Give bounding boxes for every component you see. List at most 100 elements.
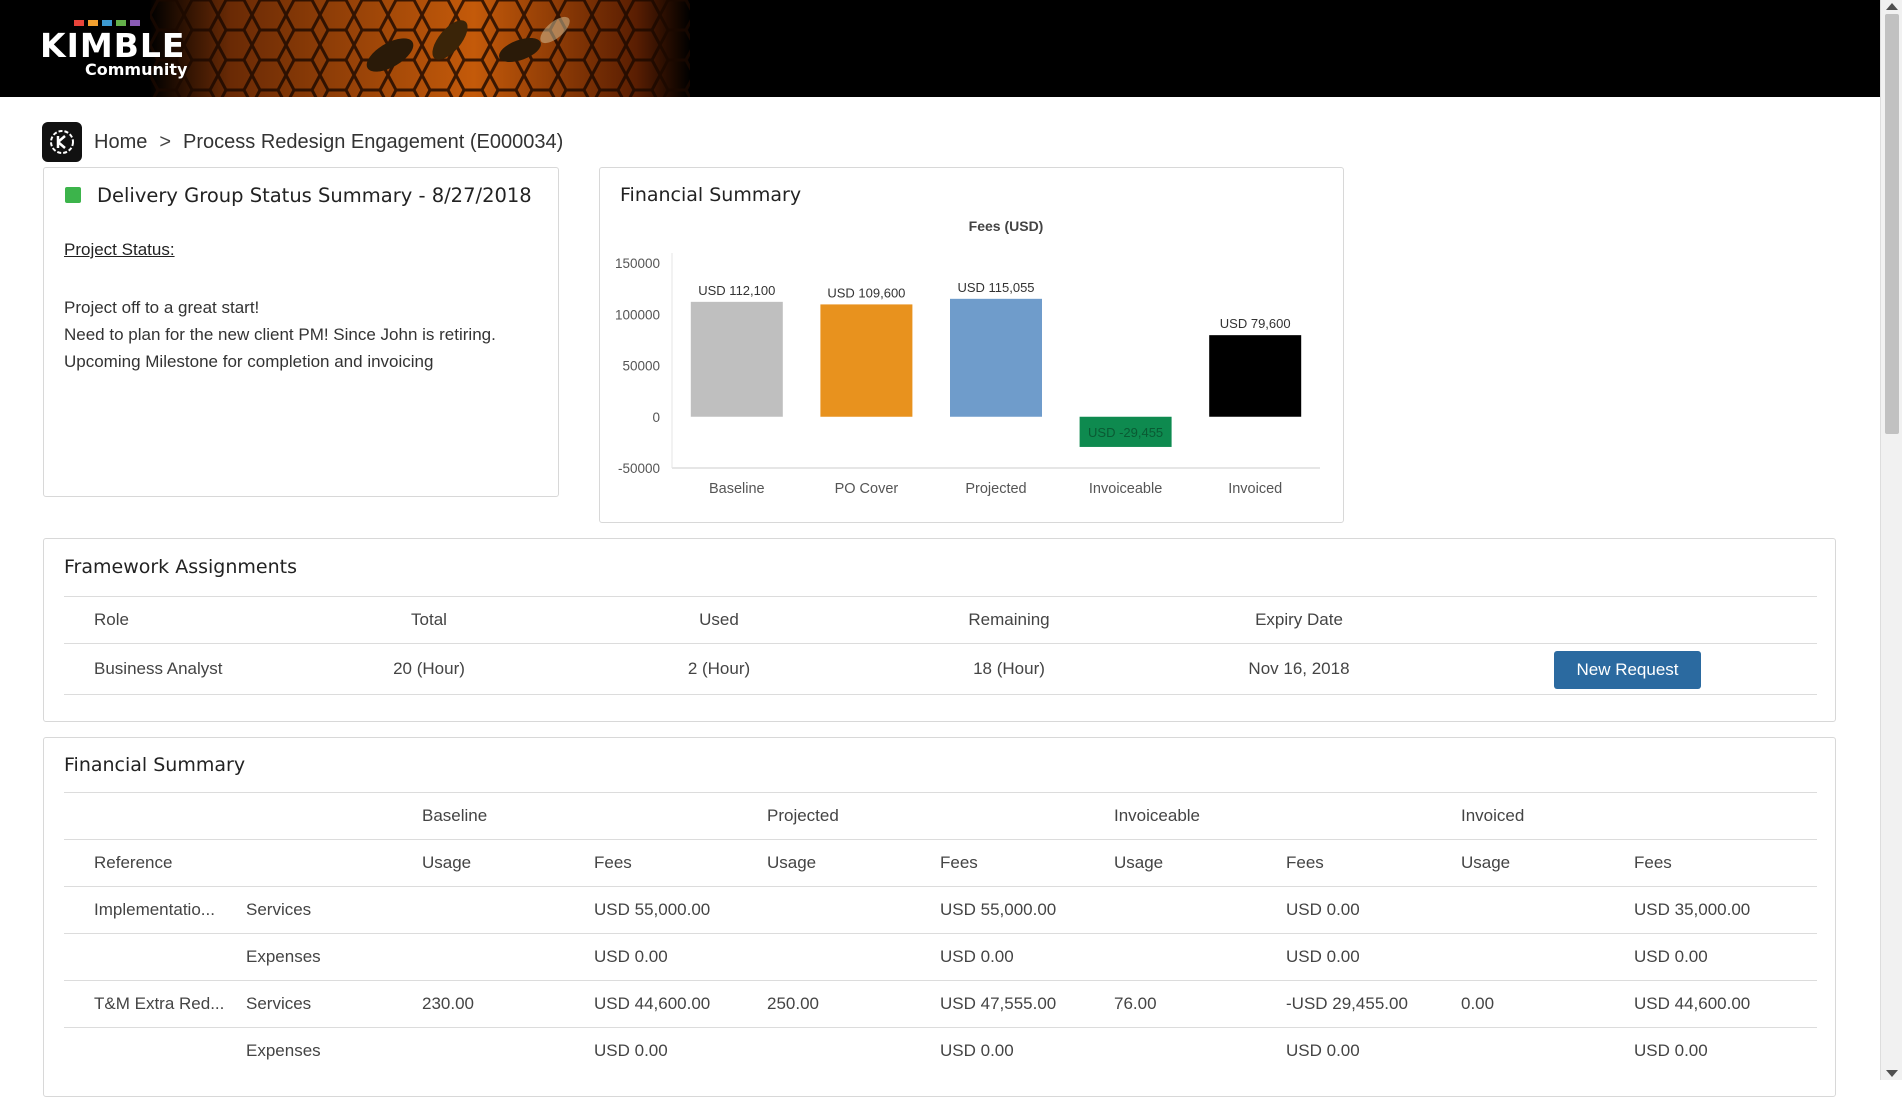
breadcrumb-home-link[interactable]: Home (94, 130, 148, 153)
y-tick-label: -50000 (618, 461, 660, 476)
table-cell: Implementatio... (94, 900, 215, 919)
table-cell: -USD 29,455.00 (1286, 994, 1408, 1013)
logo-dot (116, 20, 126, 26)
column-group-header: Projected (767, 806, 839, 825)
table-cell: Expenses (246, 947, 321, 966)
bar-data-label: USD 79,600 (1220, 316, 1291, 331)
new-request-button[interactable]: New Request (1554, 651, 1701, 689)
bar-data-label: USD -29,455 (1088, 425, 1163, 440)
kimble-community-icon[interactable] (42, 122, 82, 162)
table-cell: USD 0.00 (594, 947, 668, 966)
table-cell: 76.00 (1114, 994, 1157, 1013)
column-header: Fees (594, 853, 632, 872)
expiry-cell: Nov 16, 2018 (1248, 659, 1350, 678)
bar-data-label: USD 112,100 (698, 283, 775, 298)
table-cell: USD 0.00 (1634, 1041, 1708, 1060)
framework-title: Framework Assignments (64, 556, 297, 578)
scrollbar-thumb[interactable] (1885, 14, 1899, 434)
logo-dot (88, 20, 98, 26)
table-cell: Expenses (246, 1041, 321, 1060)
chart-bar (1079, 416, 1172, 447)
table-cell: USD 44,600.00 (1634, 994, 1751, 1013)
table-cell: USD 0.00 (940, 947, 1014, 966)
column-group-header: Invoiceable (1114, 806, 1201, 825)
logo-subtitle: Community (85, 60, 188, 79)
x-tick-label: PO Cover (835, 481, 899, 497)
column-group-header: Invoiced (1461, 806, 1525, 825)
used-cell: 2 (Hour) (687, 659, 751, 678)
column-header-role: Role (94, 610, 129, 629)
table-row: Expenses USD 0.00 USD 0.00 USD 0.00 USD 0.00 (64, 933, 1817, 980)
chart-title: Fees (USD) (969, 218, 1044, 234)
y-tick-label: 150000 (615, 256, 660, 271)
status-notes: Project off to a great start! Need to pl… (64, 294, 496, 375)
financial-summary-table-card: Financial Summary Baseline Projected Invoi… (43, 737, 1836, 1097)
table-cell: Services (246, 900, 312, 919)
logo-dot (102, 20, 112, 26)
logo-color-dots (40, 20, 140, 26)
chart-bar (820, 304, 913, 417)
column-header: Usage (422, 853, 472, 872)
financial-table-title: Financial Summary (64, 754, 246, 776)
y-tick-label: 50000 (622, 359, 660, 374)
logo-dot (130, 20, 140, 26)
column-header-remaining: Remaining (968, 610, 1050, 629)
column-header-total: Total (411, 610, 447, 629)
status-note: Project off to a great start! (64, 298, 260, 317)
column-header-expiry: Expiry Date (1255, 610, 1343, 629)
remaining-cell: 18 (Hour) (973, 659, 1045, 678)
column-header: Fees (940, 853, 978, 872)
table-cell: USD 44,600.00 (594, 994, 711, 1013)
bar-data-label: USD 109,600 (827, 285, 905, 300)
table-cell: USD 55,000.00 (940, 900, 1057, 919)
column-header: Usage (767, 853, 817, 872)
status-note: Upcoming Milestone for completion and in… (64, 352, 434, 371)
table-cell: USD 0.00 (1286, 947, 1360, 966)
x-tick-label: Invoiceable (1089, 481, 1162, 497)
column-header: Usage (1114, 853, 1164, 872)
financial-summary-chart-card: Fees (USD) 150000 100000 50000 0 -50000 USD 11… (599, 167, 1344, 523)
project-status-label: Project Status: (64, 240, 175, 259)
framework-table: Role Total Used Remaining Expiry Date Bu… (64, 596, 1817, 695)
status-card-title: Delivery Group Status Summary - 8/27/201… (97, 184, 532, 207)
status-indicator (65, 187, 81, 203)
table-cell: USD 47,555.00 (940, 994, 1057, 1013)
chart-bar (1209, 335, 1302, 417)
table-cell: USD 0.00 (940, 1041, 1014, 1060)
kimble-logo[interactable]: KIMBLE Community (40, 20, 240, 80)
column-group-header: Baseline (422, 806, 488, 825)
x-tick-label: Baseline (709, 481, 765, 497)
table-cell: 230.00 (422, 994, 474, 1013)
column-header-used: Used (699, 610, 739, 629)
scroll-up-arrow-icon[interactable] (1886, 3, 1898, 10)
column-header: Fees (1634, 853, 1672, 872)
page-scrollbar[interactable] (1880, 0, 1902, 1080)
column-header: Reference (94, 853, 173, 872)
table-cell: USD 0.00 (1634, 947, 1708, 966)
column-header: Usage (1461, 853, 1511, 872)
logo-dot (74, 20, 84, 26)
table-cell: USD 35,000.00 (1634, 900, 1751, 919)
chart-card-title: Financial Summary (620, 184, 802, 206)
role-cell: Business Analyst (94, 659, 223, 678)
chart-bar (950, 298, 1042, 417)
framework-assignments-card: Framework Assignments Role Total Used Re… (43, 538, 1836, 722)
scroll-down-arrow-icon[interactable] (1886, 1070, 1898, 1077)
table-row: Implementatio... Services USD 55,000.00 USD… (64, 886, 1817, 933)
x-tick-label: Invoiced (1228, 481, 1282, 497)
status-note: Need to plan for the new client PM! Sinc… (64, 325, 496, 344)
chart-bar (690, 301, 783, 417)
table-cell: 250.00 (767, 994, 819, 1013)
table-cell: USD 0.00 (1286, 900, 1360, 919)
table-header-row: Reference Usage Fees Usage Fees Usage Fees Usag… (64, 839, 1817, 886)
column-group-header-row: Baseline Projected Invoiceable Invoiced (64, 792, 1817, 839)
financial-table: Baseline Projected Invoiceable Invoiced Refe… (64, 792, 1817, 1074)
table-cell: USD 55,000.00 (594, 900, 711, 919)
table-row: Expenses USD 0.00 USD 0.00 USD 0.00 USD 0.00 (64, 1027, 1817, 1074)
table-row: Business Analyst 20 (Hour) 2 (Hour) 18 (… (64, 643, 1817, 695)
breadcrumb-separator: > (159, 130, 172, 153)
table-cell: 0.00 (1461, 994, 1495, 1013)
x-tick-label: Projected (965, 481, 1026, 497)
table-cell: USD 0.00 (594, 1041, 668, 1060)
total-cell: 20 (Hour) (393, 659, 465, 678)
